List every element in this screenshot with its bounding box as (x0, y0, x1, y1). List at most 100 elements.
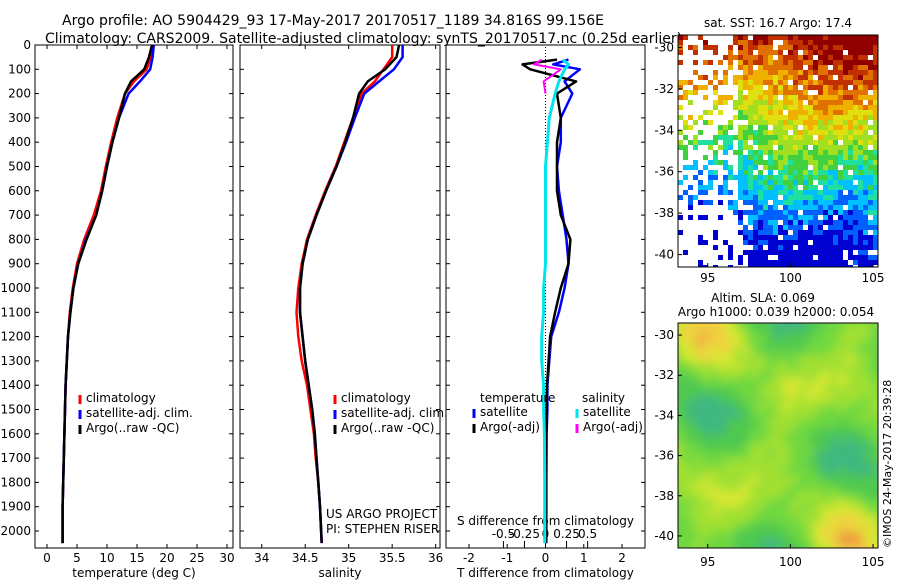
sla-cell (790, 379, 798, 387)
sst-cell (763, 65, 768, 70)
sst-cell (773, 235, 778, 240)
sst-cell (763, 90, 768, 95)
sst-cell (848, 80, 853, 85)
sla-cell (798, 483, 806, 491)
sla-cell (806, 323, 814, 331)
sst-cell (788, 60, 793, 65)
sst-cell (783, 190, 788, 195)
sst-cell (788, 145, 793, 150)
sla-cell (686, 467, 694, 475)
sst-cell (868, 80, 873, 85)
sst-cell (713, 215, 718, 220)
sst-cell (848, 60, 853, 65)
sst-cell (788, 175, 793, 180)
sst-cell (738, 55, 743, 60)
sst-cell (823, 245, 828, 250)
sla-cell (670, 547, 678, 555)
sla-cell (798, 507, 806, 515)
sla-cell (846, 419, 854, 427)
sst-cell (773, 65, 778, 70)
sst-cell (818, 180, 823, 185)
sla-cell (734, 331, 742, 339)
sst-cell (768, 220, 773, 225)
sst-cell (718, 75, 723, 80)
sla-cell (710, 539, 718, 547)
sst-cell (838, 115, 843, 120)
sla-cell (806, 331, 814, 339)
sla-cell (678, 339, 686, 347)
sst-cell (873, 160, 878, 165)
sla-cell (726, 339, 734, 347)
sla-cell (670, 467, 678, 475)
y-tick-label: 1100 (0, 305, 31, 319)
sst-cell (698, 95, 703, 100)
sst-cell (798, 65, 803, 70)
sla-cell (686, 507, 694, 515)
sst-cell (733, 165, 738, 170)
sst-cell (778, 160, 783, 165)
sst-cell (678, 170, 683, 175)
sst-cell (803, 115, 808, 120)
sst-cell (823, 55, 828, 60)
sla-cell (862, 411, 870, 419)
sla-cell (870, 467, 878, 475)
sst-cell (863, 155, 868, 160)
sla-cell (814, 443, 822, 451)
sst-cell (823, 70, 828, 75)
sst-cell (688, 55, 693, 60)
sst-cell (728, 235, 733, 240)
project-name: US ARGO PROJECT (326, 507, 438, 521)
sst-cell (753, 195, 758, 200)
sst-cell (683, 135, 688, 140)
sst-cell (693, 245, 698, 250)
sst-cell (803, 150, 808, 155)
sst-cell (838, 155, 843, 160)
sla-cell (750, 411, 758, 419)
sst-cell (788, 255, 793, 260)
sst-cell (703, 50, 708, 55)
sst-cell (863, 245, 868, 250)
sla-cell (774, 515, 782, 523)
sst-cell (833, 245, 838, 250)
sla-cell (814, 467, 822, 475)
sst-cell (803, 175, 808, 180)
y-tick-label: 700 (8, 208, 31, 222)
sst-cell (723, 110, 728, 115)
sst-cell (863, 240, 868, 245)
sst-cell (783, 240, 788, 245)
sst-cell (748, 210, 753, 215)
sst-cell (693, 165, 698, 170)
sst-cell (718, 240, 723, 245)
sla-cell (710, 451, 718, 459)
sst-cell (753, 130, 758, 135)
sla-cell (782, 491, 790, 499)
sla-cell (814, 395, 822, 403)
sla-cell (718, 483, 726, 491)
sla-cell (846, 515, 854, 523)
sla-cell (710, 339, 718, 347)
sst-cell (853, 215, 858, 220)
sst-cell (838, 40, 843, 45)
sst-cell (833, 215, 838, 220)
sst-cell (733, 100, 738, 105)
sst-cell (743, 230, 748, 235)
sst-cell (693, 235, 698, 240)
sst-cell (678, 55, 683, 60)
sst-cell (683, 40, 688, 45)
sst-cell (808, 125, 813, 130)
sla-cell (702, 499, 710, 507)
sla-cell (830, 427, 838, 435)
sst-cell (823, 115, 828, 120)
sst-cell (868, 205, 873, 210)
sst-cell (723, 80, 728, 85)
sst-cell (733, 135, 738, 140)
sst-cell (743, 215, 748, 220)
sla-x-tick-label: 95 (700, 555, 715, 569)
sla-field (670, 323, 878, 555)
sst-cell (783, 260, 788, 265)
sla-cell (806, 523, 814, 531)
sst-cell (753, 45, 758, 50)
sst-cell (793, 105, 798, 110)
sla-cell (806, 403, 814, 411)
sla-cell (830, 443, 838, 451)
